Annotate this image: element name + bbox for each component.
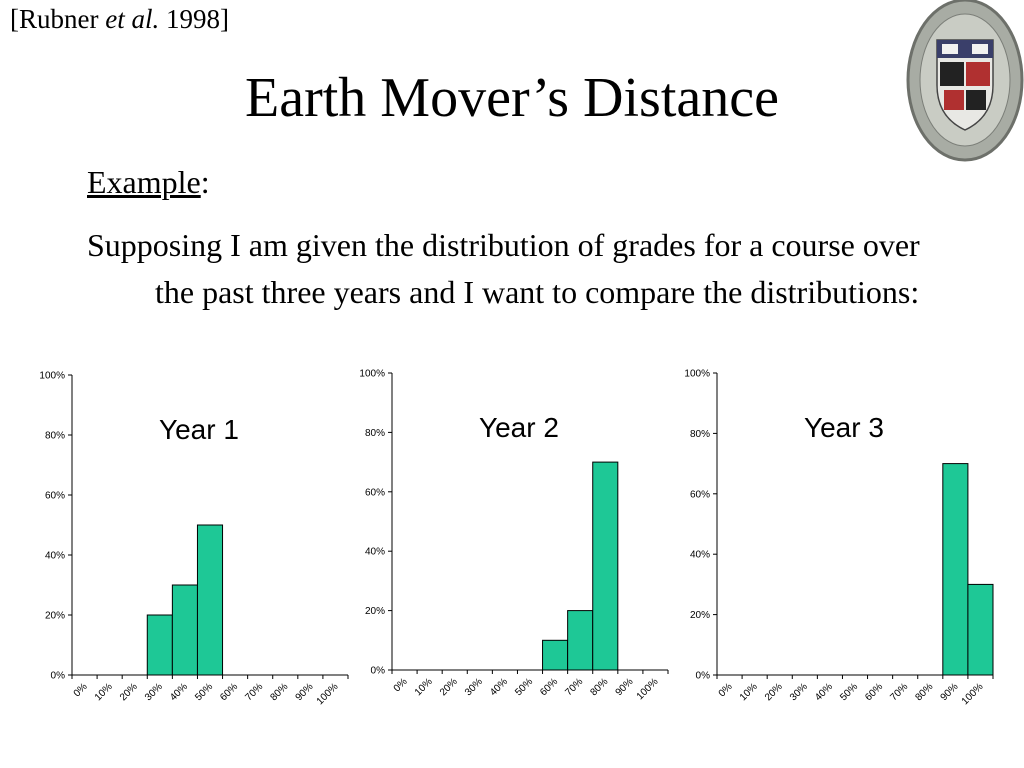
label-suffix: : <box>200 164 210 200</box>
x-tick-label: 70% <box>563 676 585 698</box>
chart: Year 10%20%40%60%80%100%0% 10% 20% 30% 40% 50… <box>39 371 349 707</box>
x-tick-label: 20% <box>763 681 785 703</box>
x-tick-label: 70% <box>888 681 910 703</box>
x-tick-label: 90% <box>294 681 316 703</box>
y-tick-label: 40% <box>690 550 710 561</box>
chart-title: Year 2 <box>479 412 559 443</box>
x-tick-label: 40% <box>168 681 190 703</box>
x-tick-label: 40% <box>488 676 510 698</box>
x-tick-label: 40% <box>813 681 835 703</box>
citation-text: et al. <box>105 4 160 34</box>
y-tick-label: 60% <box>365 487 385 498</box>
x-tick-label: 10% <box>413 676 435 698</box>
bar <box>567 610 594 671</box>
y-tick-label: 80% <box>45 431 65 442</box>
x-tick-label: 80% <box>588 676 610 698</box>
x-tick-label: 10% <box>93 681 115 703</box>
x-tick-label: 100% <box>960 681 986 707</box>
x-tick-label: 30% <box>143 681 165 703</box>
x-tick-label: 30% <box>463 676 485 698</box>
x-tick-label: 20% <box>118 681 140 703</box>
x-tick-label: 90% <box>939 681 961 703</box>
y-tick-label: 40% <box>45 551 65 562</box>
y-tick-label: 20% <box>690 610 710 621</box>
y-tick-label: 60% <box>45 491 65 502</box>
y-tick-label: 60% <box>690 489 710 500</box>
bar <box>171 584 198 676</box>
chart-title: Year 3 <box>804 412 884 443</box>
y-tick-label: 0% <box>371 666 386 677</box>
bar <box>196 524 224 676</box>
x-tick-label: 60% <box>218 681 240 703</box>
bar <box>592 461 619 671</box>
x-tick-label: 30% <box>788 681 810 703</box>
x-tick-label: 60% <box>863 681 885 703</box>
x-tick-label: 70% <box>243 681 265 703</box>
label-text: Example <box>87 164 201 200</box>
x-tick-label: 90% <box>614 676 636 698</box>
x-tick-label: 10% <box>738 681 760 703</box>
bar <box>542 639 569 671</box>
x-tick-label: 0% <box>392 676 410 694</box>
chart: Year 20%20%40%60%80%100%0% 10% 20% 30% 40% 50… <box>359 369 669 702</box>
citation-text: 1998] <box>159 4 229 34</box>
bar <box>967 583 994 676</box>
x-tick-label: 0% <box>717 681 735 699</box>
bar <box>146 614 173 676</box>
y-tick-label: 100% <box>359 369 385 380</box>
y-tick-label: 80% <box>690 429 710 440</box>
x-tick-label: 80% <box>913 681 935 703</box>
y-tick-label: 40% <box>365 547 385 558</box>
y-tick-label: 20% <box>45 611 65 622</box>
x-tick-label: 0% <box>72 681 90 699</box>
citation-text: [Rubner <box>10 4 106 34</box>
y-tick-label: 100% <box>39 371 65 382</box>
y-tick-label: 20% <box>365 606 385 617</box>
x-tick-label: 100% <box>635 676 661 702</box>
y-tick-label: 100% <box>684 369 710 380</box>
citation: [Rubner et al. 1998] <box>10 4 229 35</box>
x-tick-label: 50% <box>513 676 535 698</box>
x-tick-label: 80% <box>268 681 290 703</box>
y-tick-label: 80% <box>365 428 385 439</box>
bar <box>942 463 969 676</box>
x-tick-label: 50% <box>838 681 860 703</box>
x-tick-label: 50% <box>193 681 215 703</box>
slide-title: Earth Mover’s Distance <box>245 67 779 129</box>
x-tick-label: 20% <box>438 676 460 698</box>
example-label: Example: <box>87 164 210 201</box>
paragraph: Supposing I am given the distribution of… <box>87 227 920 310</box>
y-tick-label: 0% <box>696 671 711 682</box>
chart-title: Year 1 <box>159 414 239 445</box>
logo <box>906 0 1024 162</box>
y-tick-label: 0% <box>51 671 66 682</box>
x-tick-label: 60% <box>538 676 560 698</box>
chart: Year 30%20%40%60%80%100%0% 10% 20% 30% 40% 50… <box>684 369 994 707</box>
x-tick-label: 100% <box>315 681 341 707</box>
